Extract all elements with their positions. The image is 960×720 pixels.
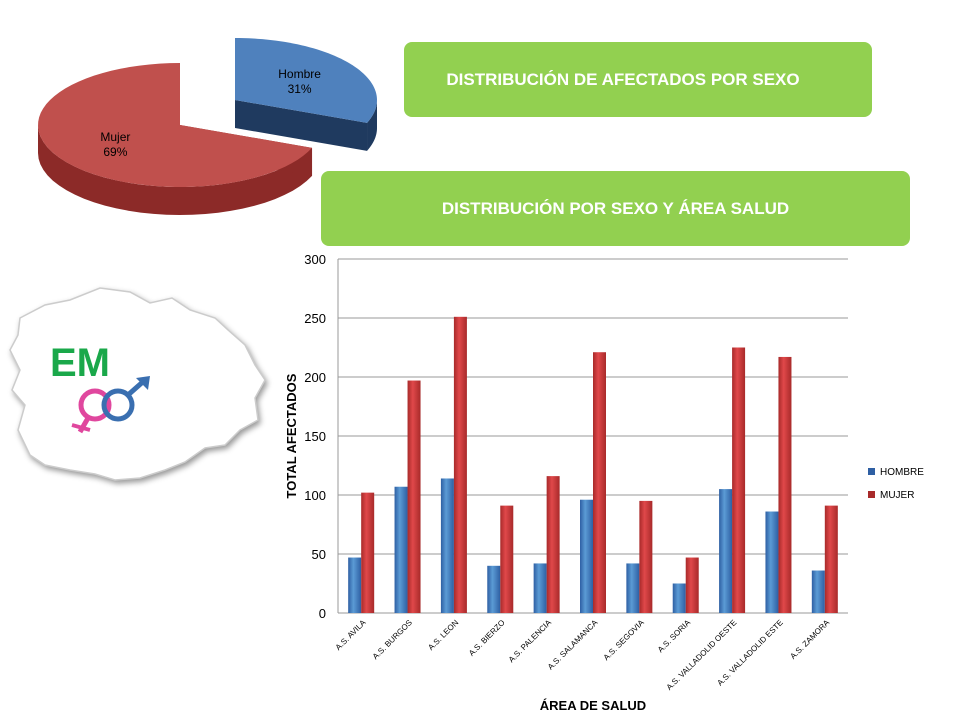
x-tick-label: A.S. ZAMORA [788,618,831,661]
bar-mujer [593,352,606,613]
bar-mujer [778,356,792,613]
legend-label-hombre: HOMBRE [880,467,924,478]
bar-mujer [546,476,560,613]
x-tick-label: A.S. SORIA [656,618,693,655]
bar-hombre [394,486,408,613]
bar-mujer [453,316,467,613]
bar-hombre [719,489,733,613]
bar-mujer [500,505,514,613]
y-tick-label: 50 [312,547,326,562]
pie-slice-top [235,38,377,123]
bar-mujer [639,500,653,613]
em-logo: EM [9,287,266,481]
pie-slice-hombre [235,38,377,151]
y-tick-label: 150 [304,429,326,444]
bar-mujer [407,380,421,613]
pie-slice-side [367,100,377,151]
y-tick-label: 0 [319,606,326,621]
pie-label-name: Hombre [278,67,321,81]
y-tick-label: 300 [304,252,326,267]
pie-label-pct: 31% [288,82,312,96]
x-tick-label: A.S. AVILA [334,618,368,652]
x-tick-label: A.S. SEGOVIA [602,618,647,663]
bar-hombre [626,563,640,613]
x-tick-label: A.S. PALENCIA [507,618,554,665]
x-tick-label: A.S. SALAMANCA [546,618,600,672]
pie-label-pct: 69% [103,145,127,159]
banner-text: DISTRIBUCIÓN DE AFECTADOS POR SEXO [446,69,800,89]
bar-hombre [440,478,454,613]
bar-hombre [580,499,593,613]
bar-hombre [811,570,825,613]
legend-swatch-mujer [868,491,875,498]
pie-slice-mujer [38,63,313,215]
bar-mujer [361,492,375,613]
pie-slice-top [38,63,313,187]
y-tick-label: 250 [304,311,326,326]
legend-label-mujer: MUJER [880,490,914,501]
bar-hombre [765,511,779,613]
y-axis-title: TOTAL AFECTADOS [284,373,299,498]
pie-slice-cut [235,100,368,151]
bar-hombre [533,563,547,613]
y-tick-label: 100 [304,488,326,503]
bar-hombre [348,557,362,613]
banner-text: DISTRIBUCIÓN POR SEXO Y ÁREA SALUD [441,198,790,218]
bar-mujer [824,505,838,613]
x-axis-title: ÁREA DE SALUD [540,698,646,713]
legend-swatch-hombre [868,468,875,475]
x-tick-label: A.S. BURGOS [371,618,414,661]
logo-text: EM [50,341,110,385]
pie-slice-side [38,125,313,215]
banner-sex-distribution: DISTRIBUCIÓN DE AFECTADOS POR SEXO [404,42,872,117]
banner-sex-area-distribution: DISTRIBUCIÓN POR SEXO Y ÁREA SALUD [321,171,910,246]
bar-mujer [732,347,746,613]
pie-label-name: Mujer [100,130,130,144]
bar-mujer [685,557,699,613]
y-tick-label: 200 [304,370,326,385]
x-tick-label: A.S. BIERZO [467,618,507,658]
x-tick-label: A.S. LEON [426,618,460,652]
bar-hombre [487,565,501,613]
bar-hombre [672,583,686,613]
gender-symbols-icon [71,376,150,434]
